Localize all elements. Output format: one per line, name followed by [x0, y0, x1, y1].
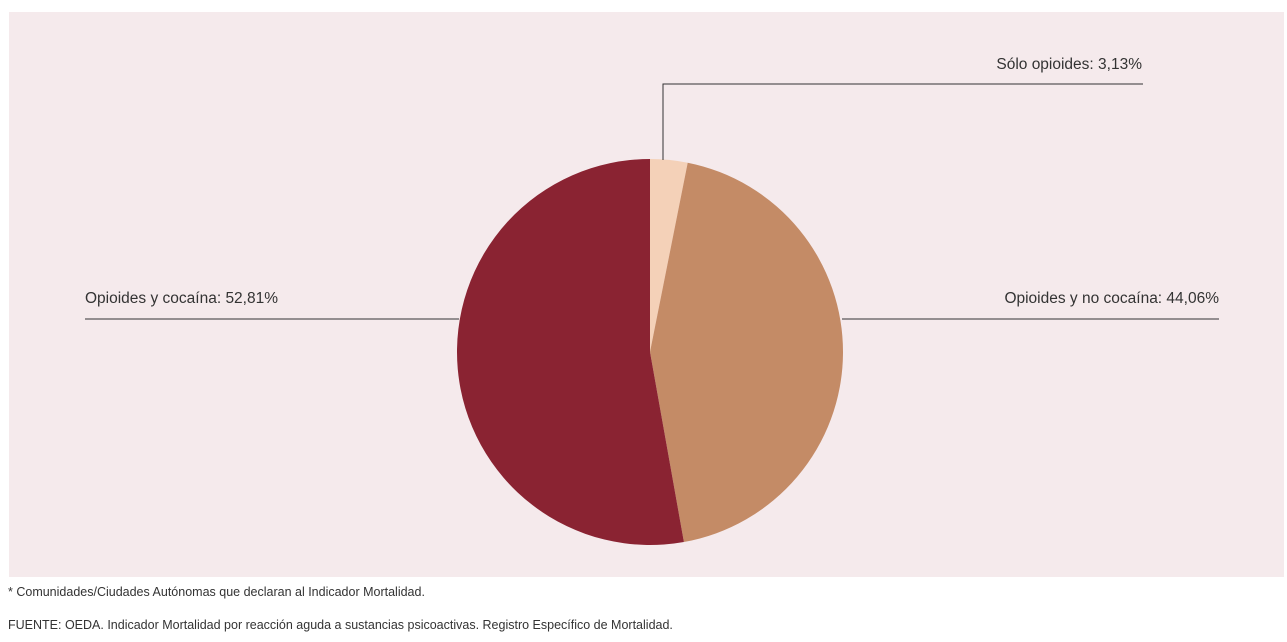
slice-label-opioides-cocaina: Opioides y cocaína: 52,81%: [85, 290, 279, 307]
pie-slice-0: [650, 159, 688, 352]
pie-slice-1: [650, 162, 843, 542]
source-note: FUENTE: OEDA. Indicador Mortalidad por r…: [8, 618, 673, 632]
slice-label-opioides-no-cocaina: Opioides y no cocaína: 44,06%: [1004, 290, 1219, 307]
footnote: * Comunidades/Ciudades Autónomas que dec…: [8, 585, 425, 599]
pie-slice-2: [456, 159, 684, 545]
slice-label-solo-opioides: Sólo opioides: 3,13%: [996, 56, 1142, 73]
pie-slices: [456, 159, 843, 545]
leader-line-solo-opioides: [662, 83, 1143, 160]
